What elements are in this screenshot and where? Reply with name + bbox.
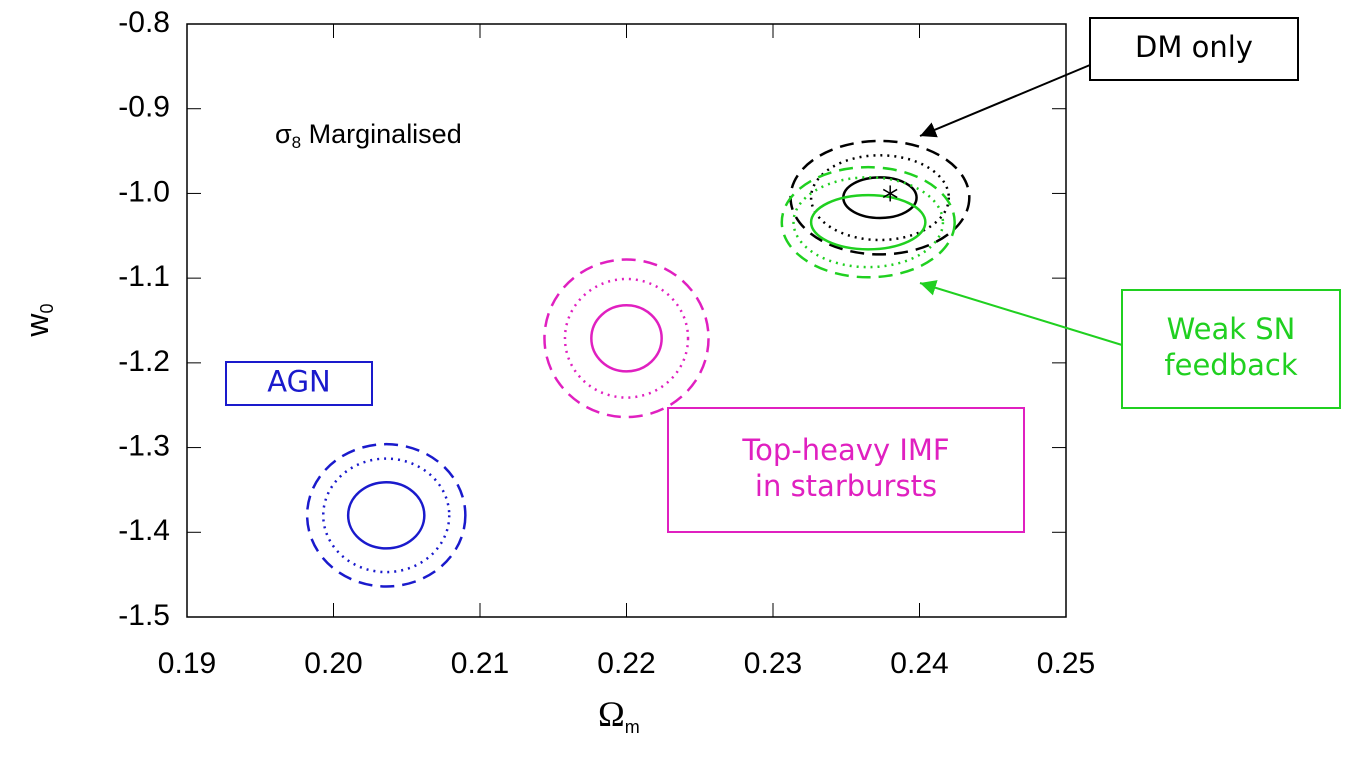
contour bbox=[809, 154, 951, 242]
label-text: in starbursts bbox=[755, 469, 937, 503]
annotation-text: Marginalised bbox=[301, 119, 462, 149]
y-label-symbol: w bbox=[19, 313, 55, 338]
label-text: AGN bbox=[267, 365, 331, 399]
y-tick-label: -0.9 bbox=[118, 91, 170, 124]
annotation-subscript: 8 bbox=[292, 133, 301, 152]
contour bbox=[792, 176, 945, 269]
contour bbox=[590, 304, 663, 373]
label-box bbox=[225, 361, 373, 406]
arrow bbox=[919, 64, 1091, 138]
y-tick-label: -1.1 bbox=[118, 260, 170, 293]
contour bbox=[809, 193, 927, 251]
y-tick-label: -1.5 bbox=[118, 599, 170, 632]
label-text: feedback bbox=[1164, 348, 1297, 382]
x-tick-label: 0.22 bbox=[597, 647, 655, 680]
label-box bbox=[1089, 17, 1299, 81]
contour bbox=[780, 165, 956, 279]
y-axis-label: w0 bbox=[19, 303, 56, 337]
best-fit-marker bbox=[882, 185, 898, 202]
y-tick-label: -1.0 bbox=[118, 175, 170, 208]
contour bbox=[563, 277, 690, 399]
y-label-subscript: 0 bbox=[37, 303, 57, 313]
label-box bbox=[667, 407, 1025, 533]
contour bbox=[321, 457, 451, 574]
label-text: Top-heavy IMF bbox=[741, 433, 949, 467]
marker-stroke bbox=[882, 188, 898, 199]
contour bbox=[346, 481, 426, 550]
label-text: DM only bbox=[1135, 30, 1253, 64]
x-axis-label: Ωm bbox=[598, 694, 640, 736]
y-tick-label: -1.2 bbox=[118, 345, 170, 378]
x-label-symbol: Ω bbox=[598, 694, 625, 734]
contour bbox=[305, 442, 467, 588]
contour bbox=[789, 139, 971, 256]
y-tick-label: -0.8 bbox=[118, 6, 170, 39]
label-box bbox=[1121, 289, 1341, 409]
y-tick-label: -1.3 bbox=[118, 429, 170, 462]
arrow bbox=[919, 280, 1123, 346]
x-tick-label: 0.24 bbox=[890, 647, 948, 680]
x-tick-label: 0.23 bbox=[744, 647, 802, 680]
x-tick-label: 0.19 bbox=[158, 647, 216, 680]
x-tick-label: 0.25 bbox=[1037, 647, 1095, 680]
y-tick-label: -1.4 bbox=[118, 514, 170, 547]
x-label-subscript: m bbox=[625, 717, 640, 737]
annotation-symbol: σ bbox=[275, 119, 292, 149]
x-tick-label: 0.21 bbox=[451, 647, 509, 680]
annotation: σ8 Marginalised bbox=[275, 119, 462, 152]
x-tick-label: 0.20 bbox=[304, 647, 362, 680]
label-text: Weak SN bbox=[1167, 312, 1296, 346]
contour bbox=[543, 258, 710, 419]
